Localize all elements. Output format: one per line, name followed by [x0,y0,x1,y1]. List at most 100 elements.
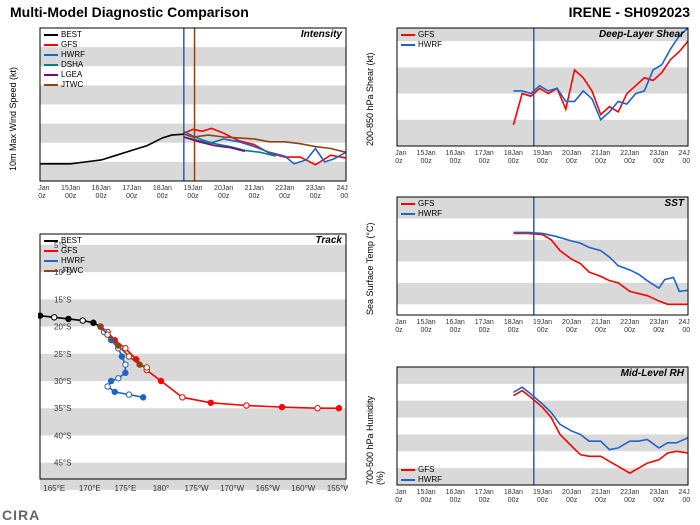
svg-text:18Jan: 18Jan [504,150,523,157]
svg-text:14Jan: 14Jan [395,489,407,496]
svg-text:14Jan: 14Jan [395,150,407,157]
svg-text:16Jan: 16Jan [92,185,111,192]
svg-text:00z: 00z [508,497,520,504]
intensity-legend: BESTGFSHWRFDSHALGEAJTWC [44,30,85,90]
svg-text:00z: 00z [395,158,403,165]
svg-text:22Jan: 22Jan [275,185,294,192]
svg-text:155°W: 155°W [327,484,348,493]
svg-text:00z: 00z [479,327,491,334]
svg-text:23Jan: 23Jan [306,185,325,192]
svg-text:00z: 00z [218,193,230,200]
svg-text:00z: 00z [508,158,520,165]
svg-text:175°W: 175°W [185,484,210,493]
svg-text:19Jan: 19Jan [533,319,552,326]
svg-text:30°S: 30°S [54,377,71,386]
svg-text:00z: 00z [624,327,636,334]
svg-text:15°S: 15°S [54,295,71,304]
intensity-title: Intensity [301,29,342,40]
svg-text:00z: 00z [566,497,578,504]
svg-text:00z: 00z [682,158,690,165]
svg-text:22Jan: 22Jan [620,319,639,326]
storm-name: IRENE - SH092023 [569,4,690,20]
svg-text:180°: 180° [153,484,170,493]
svg-text:45°S: 45°S [54,459,71,468]
svg-text:15Jan: 15Jan [61,185,80,192]
legend-item: GFS [44,40,85,49]
svg-text:14Jan: 14Jan [395,319,407,326]
legend-item: HWRF [401,40,442,49]
svg-text:24Jan: 24Jan [336,185,348,192]
svg-text:40°S: 40°S [54,431,71,440]
svg-text:00z: 00z [653,497,665,504]
svg-text:00z: 00z [395,327,403,334]
shear-panel: 1020304014Jan00z15Jan00z16Jan00z17Jan00z… [395,26,690,166]
svg-text:00z: 00z [38,193,46,200]
svg-text:19Jan: 19Jan [533,489,552,496]
svg-text:00z: 00z [653,327,665,334]
svg-text:00z: 00z [420,158,432,165]
svg-text:165°E: 165°E [43,484,65,493]
svg-text:20Jan: 20Jan [562,150,581,157]
legend-item: GFS [44,246,85,255]
svg-text:00z: 00z [479,497,491,504]
svg-text:00z: 00z [595,158,607,165]
svg-text:170°W: 170°W [220,484,245,493]
intensity-ylabel: 10m Max Wind Speed (kt) [8,56,18,171]
legend-item: HWRF [44,50,85,59]
svg-text:16Jan: 16Jan [446,319,465,326]
svg-text:17Jan: 17Jan [475,489,494,496]
svg-text:00z: 00z [682,327,690,334]
shear-ylabel: 200-850 hPa Shear (kt) [365,46,375,146]
shear-title: Deep-Layer Shear [599,29,684,40]
svg-text:17Jan: 17Jan [475,150,494,157]
svg-text:15Jan: 15Jan [417,489,436,496]
svg-text:18Jan: 18Jan [504,489,523,496]
svg-text:21Jan: 21Jan [591,319,610,326]
legend-item: LGEA [44,70,85,79]
svg-text:23Jan: 23Jan [649,150,668,157]
svg-text:00z: 00z [420,497,432,504]
svg-text:175°E: 175°E [114,484,136,493]
svg-text:00z: 00z [653,158,665,165]
svg-text:00z: 00z [508,327,520,334]
svg-text:00z: 00z [624,497,636,504]
svg-text:20Jan: 20Jan [214,185,233,192]
legend-item: JTWC [44,80,85,89]
svg-text:00z: 00z [537,327,549,334]
svg-text:00z: 00z [65,193,77,200]
svg-text:20Jan: 20Jan [562,489,581,496]
svg-text:00z: 00z [249,193,261,200]
legend-item: HWRF [44,256,85,265]
svg-text:00z: 00z [479,158,491,165]
rh-legend: GFSHWRF [401,465,442,485]
legend-item: BEST [44,236,85,245]
svg-text:22Jan: 22Jan [620,489,639,496]
legend-item: JTWC [44,266,85,275]
track-panel: 5°S10°S15°S20°S25°S30°S35°S40°S45°S165°E… [38,232,348,497]
rh-ylabel: 700-500 hPa Humidity (%) [365,385,385,485]
sst-panel: 22242628303214Jan00z15Jan00z16Jan00z17Ja… [395,195,690,335]
svg-text:17Jan: 17Jan [475,319,494,326]
main-title: Multi-Model Diagnostic Comparison [10,4,249,20]
svg-text:18Jan: 18Jan [504,319,523,326]
svg-text:00z: 00z [595,497,607,504]
svg-text:170°E: 170°E [79,484,101,493]
svg-text:00z: 00z [595,327,607,334]
svg-text:00z: 00z [96,193,108,200]
svg-text:00z: 00z [395,497,403,504]
svg-text:00z: 00z [126,193,138,200]
sst-ylabel: Sea Surface Temp (°C) [365,215,375,315]
svg-text:00z: 00z [450,497,462,504]
svg-text:00z: 00z [450,158,462,165]
svg-text:15Jan: 15Jan [417,319,436,326]
svg-text:00z: 00z [537,158,549,165]
svg-text:00z: 00z [279,193,291,200]
svg-text:160°W: 160°W [291,484,316,493]
svg-text:14Jan: 14Jan [38,185,50,192]
svg-text:00z: 00z [157,193,169,200]
rh-title: Mid-Level RH [621,368,684,379]
svg-text:20°S: 20°S [54,323,71,332]
legend-item: HWRF [401,209,442,218]
svg-text:00z: 00z [187,193,199,200]
svg-text:16Jan: 16Jan [446,489,465,496]
